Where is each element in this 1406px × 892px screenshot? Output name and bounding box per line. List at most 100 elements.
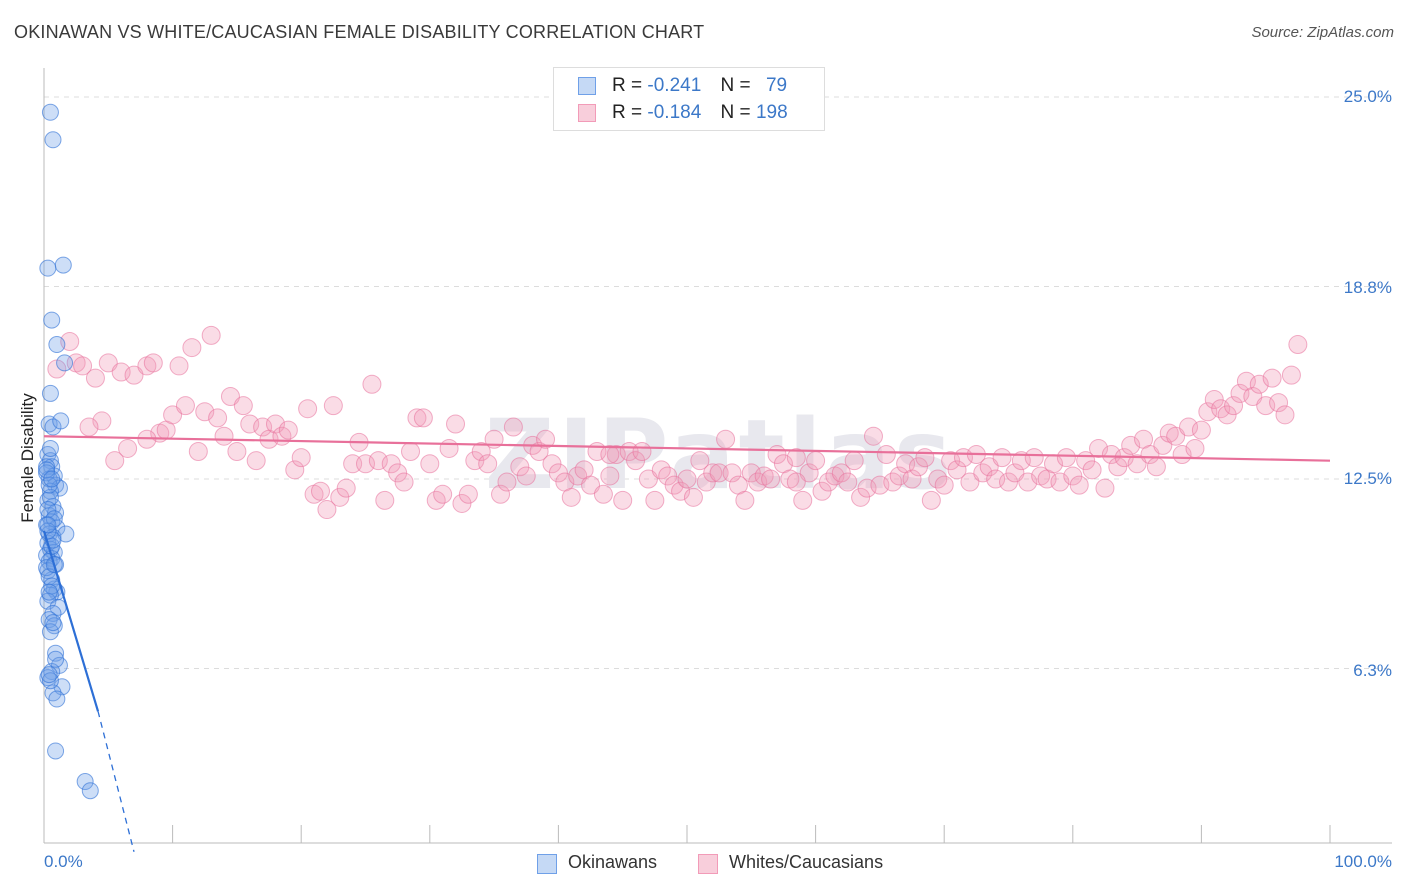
data-point-white bbox=[716, 429, 736, 449]
data-point-white bbox=[593, 484, 613, 504]
data-point-okinawan bbox=[54, 256, 72, 274]
data-point-white bbox=[188, 441, 208, 461]
data-point-white bbox=[227, 441, 247, 461]
trend-line-white bbox=[43, 435, 1331, 462]
data-point-white bbox=[761, 469, 781, 489]
data-point-white bbox=[1140, 445, 1160, 465]
data-point-white bbox=[548, 463, 568, 483]
data-point-white bbox=[214, 426, 234, 446]
data-point-white bbox=[478, 454, 498, 474]
data-point-white bbox=[1153, 435, 1173, 455]
data-point-white bbox=[1269, 393, 1289, 413]
watermark: ZIPatlas bbox=[485, 399, 956, 511]
data-point-white bbox=[240, 414, 260, 434]
data-point-white bbox=[169, 356, 189, 376]
data-point-white bbox=[253, 417, 273, 437]
data-point-white bbox=[600, 466, 620, 486]
data-point-white bbox=[85, 368, 105, 388]
data-point-white bbox=[960, 472, 980, 492]
x-tick-label: 100.0% bbox=[1334, 852, 1392, 871]
data-point-white bbox=[105, 451, 125, 471]
data-point-white bbox=[831, 463, 851, 483]
data-point-white bbox=[439, 438, 459, 458]
data-point-white bbox=[889, 466, 909, 486]
data-point-white bbox=[838, 472, 858, 492]
data-point-white bbox=[741, 463, 761, 483]
data-point-okinawan bbox=[44, 131, 62, 149]
data-point-white bbox=[645, 490, 665, 510]
data-point-white bbox=[1288, 335, 1308, 355]
data-point-white bbox=[163, 405, 183, 425]
data-point-white bbox=[220, 386, 240, 406]
data-point-white bbox=[111, 362, 131, 382]
data-point-white bbox=[407, 408, 427, 428]
data-point-okinawan bbox=[41, 384, 59, 402]
data-point-okinawan bbox=[40, 583, 58, 601]
data-point-white bbox=[1256, 396, 1276, 416]
y-tick-label: 12.5% bbox=[1343, 469, 1392, 488]
data-point-white bbox=[394, 472, 414, 492]
legend-label: Okinawans bbox=[568, 852, 658, 872]
correlation-legend: R = -0.241 N = 79 R = -0.184 N = 198 bbox=[553, 67, 825, 131]
data-point-white bbox=[799, 463, 819, 483]
data-point-white bbox=[208, 408, 228, 428]
data-point-white bbox=[233, 396, 253, 416]
data-point-white bbox=[561, 487, 581, 507]
data-point-white bbox=[529, 441, 549, 461]
data-point-white bbox=[285, 460, 305, 480]
data-point-okinawan bbox=[44, 614, 62, 632]
data-point-white bbox=[638, 469, 658, 489]
data-point-white bbox=[870, 475, 890, 495]
data-point-white bbox=[1198, 402, 1218, 422]
data-point-white bbox=[336, 478, 356, 498]
data-point-white bbox=[433, 484, 453, 504]
data-point-okinawan bbox=[39, 501, 57, 519]
r-value: -0.241 bbox=[647, 75, 702, 96]
data-point-white bbox=[381, 454, 401, 474]
data-point-white bbox=[542, 454, 562, 474]
data-point-white bbox=[98, 353, 118, 373]
data-point-white bbox=[947, 460, 967, 480]
r-label: R = bbox=[612, 75, 643, 96]
data-point-white bbox=[677, 469, 697, 489]
data-point-white bbox=[658, 466, 678, 486]
data-point-white bbox=[1230, 383, 1250, 403]
data-point-white bbox=[310, 481, 330, 501]
data-point-white bbox=[536, 429, 556, 449]
data-point-okinawan bbox=[76, 773, 94, 791]
data-point-okinawan bbox=[41, 439, 59, 457]
data-point-white bbox=[1108, 457, 1128, 477]
data-point-white bbox=[999, 472, 1018, 492]
data-point-okinawan bbox=[41, 103, 59, 121]
data-point-white bbox=[1101, 445, 1121, 465]
data-point-okinawan bbox=[81, 782, 99, 800]
data-point-okinawan bbox=[43, 470, 61, 488]
data-point-white bbox=[1217, 405, 1237, 425]
data-point-white bbox=[786, 472, 806, 492]
data-point-white bbox=[1204, 390, 1224, 410]
data-point-okinawan bbox=[48, 336, 66, 354]
data-point-okinawan bbox=[48, 690, 66, 708]
n-label: N = bbox=[720, 75, 751, 96]
data-point-okinawan bbox=[40, 666, 58, 684]
data-point-white bbox=[246, 451, 266, 471]
y-tick-label: 6.3% bbox=[1353, 661, 1392, 680]
data-point-white bbox=[491, 484, 511, 504]
data-point-white bbox=[124, 365, 144, 385]
data-point-white bbox=[876, 445, 896, 465]
data-point-okinawan bbox=[39, 516, 57, 534]
data-point-okinawan bbox=[39, 522, 57, 540]
data-point-white bbox=[1024, 448, 1044, 468]
data-point-white bbox=[452, 493, 472, 513]
data-point-white bbox=[497, 472, 517, 492]
data-point-okinawan bbox=[38, 461, 56, 479]
n-value: 198 bbox=[755, 102, 788, 123]
data-point-white bbox=[1011, 451, 1031, 471]
data-point-white bbox=[632, 441, 652, 461]
data-point-white bbox=[1243, 386, 1263, 406]
data-point-white bbox=[201, 325, 221, 345]
data-point-white bbox=[388, 463, 408, 483]
data-point-white bbox=[516, 466, 536, 486]
data-point-okinawan bbox=[39, 259, 57, 277]
